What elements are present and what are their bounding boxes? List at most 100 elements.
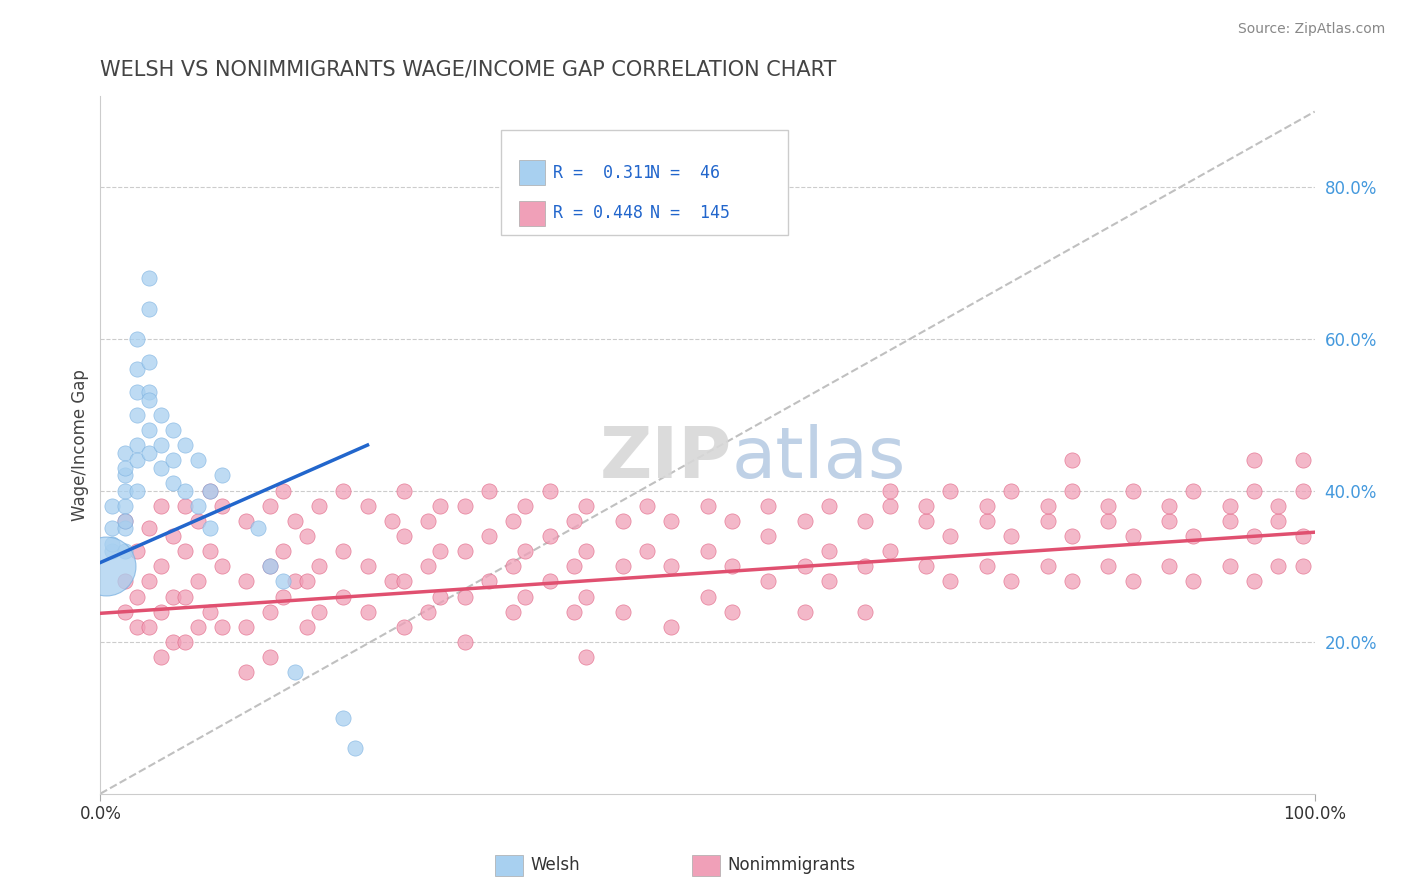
- Point: [186, 499, 208, 513]
- Point: [1060, 574, 1083, 589]
- Text: Nonimmigrants: Nonimmigrants: [727, 856, 855, 874]
- Point: [1267, 559, 1289, 574]
- Point: [114, 514, 136, 528]
- Point: [138, 301, 160, 316]
- Point: [1122, 483, 1144, 498]
- Point: [429, 590, 451, 604]
- Point: [1000, 574, 1022, 589]
- Point: [392, 483, 415, 498]
- Point: [1060, 529, 1083, 543]
- Point: [125, 362, 148, 376]
- Text: WELSH VS NONIMMIGRANTS WAGE/INCOME GAP CORRELATION CHART: WELSH VS NONIMMIGRANTS WAGE/INCOME GAP C…: [100, 60, 837, 79]
- Point: [138, 271, 160, 285]
- Point: [453, 635, 475, 649]
- Point: [793, 559, 815, 574]
- Point: [138, 445, 160, 459]
- Point: [562, 514, 585, 528]
- Point: [1122, 529, 1144, 543]
- Point: [259, 499, 281, 513]
- Point: [271, 544, 294, 558]
- Point: [101, 521, 124, 535]
- Text: N =  145: N = 145: [650, 204, 730, 222]
- Point: [879, 499, 901, 513]
- Point: [235, 620, 257, 634]
- Point: [659, 514, 682, 528]
- Point: [138, 392, 160, 407]
- Point: [114, 574, 136, 589]
- Point: [114, 460, 136, 475]
- Point: [114, 544, 136, 558]
- Point: [259, 605, 281, 619]
- Point: [162, 423, 184, 437]
- Point: [1060, 483, 1083, 498]
- Point: [612, 559, 634, 574]
- Point: [720, 605, 742, 619]
- Point: [198, 605, 221, 619]
- Point: [259, 650, 281, 665]
- Point: [696, 499, 718, 513]
- Point: [198, 521, 221, 535]
- Point: [150, 605, 173, 619]
- Point: [1097, 499, 1119, 513]
- Point: [174, 483, 197, 498]
- Point: [478, 574, 501, 589]
- Point: [1291, 483, 1313, 498]
- Point: [271, 483, 294, 498]
- Point: [308, 605, 330, 619]
- Point: [211, 620, 233, 634]
- Point: [1000, 529, 1022, 543]
- Point: [939, 529, 962, 543]
- Point: [174, 438, 197, 452]
- Point: [879, 483, 901, 498]
- Point: [284, 574, 307, 589]
- Point: [114, 605, 136, 619]
- Point: [125, 483, 148, 498]
- Point: [720, 559, 742, 574]
- Point: [855, 605, 877, 619]
- Point: [1097, 514, 1119, 528]
- Point: [429, 499, 451, 513]
- Point: [125, 544, 148, 558]
- Point: [332, 544, 354, 558]
- Point: [453, 499, 475, 513]
- Point: [125, 590, 148, 604]
- Point: [211, 499, 233, 513]
- Point: [332, 590, 354, 604]
- Point: [575, 650, 598, 665]
- Point: [162, 635, 184, 649]
- Point: [114, 468, 136, 483]
- Point: [138, 620, 160, 634]
- Point: [793, 514, 815, 528]
- Point: [1219, 559, 1241, 574]
- Point: [418, 559, 440, 574]
- Point: [818, 574, 841, 589]
- Point: [138, 354, 160, 368]
- Point: [1036, 499, 1059, 513]
- Point: [429, 544, 451, 558]
- Point: [162, 529, 184, 543]
- Point: [453, 544, 475, 558]
- Point: [793, 605, 815, 619]
- Point: [939, 574, 962, 589]
- Point: [211, 468, 233, 483]
- Point: [562, 605, 585, 619]
- Point: [96, 559, 118, 574]
- Point: [150, 650, 173, 665]
- Point: [271, 590, 294, 604]
- Text: R =  0.311: R = 0.311: [553, 164, 652, 182]
- Point: [538, 483, 561, 498]
- Point: [259, 559, 281, 574]
- Point: [174, 635, 197, 649]
- Point: [1243, 529, 1265, 543]
- Point: [1157, 514, 1180, 528]
- Text: Source: ZipAtlas.com: Source: ZipAtlas.com: [1237, 22, 1385, 37]
- Point: [1243, 574, 1265, 589]
- Point: [381, 514, 404, 528]
- Point: [186, 574, 208, 589]
- Point: [1291, 453, 1313, 467]
- Point: [1182, 574, 1205, 589]
- Point: [308, 499, 330, 513]
- Point: [295, 574, 318, 589]
- Point: [575, 499, 598, 513]
- Point: [125, 384, 148, 399]
